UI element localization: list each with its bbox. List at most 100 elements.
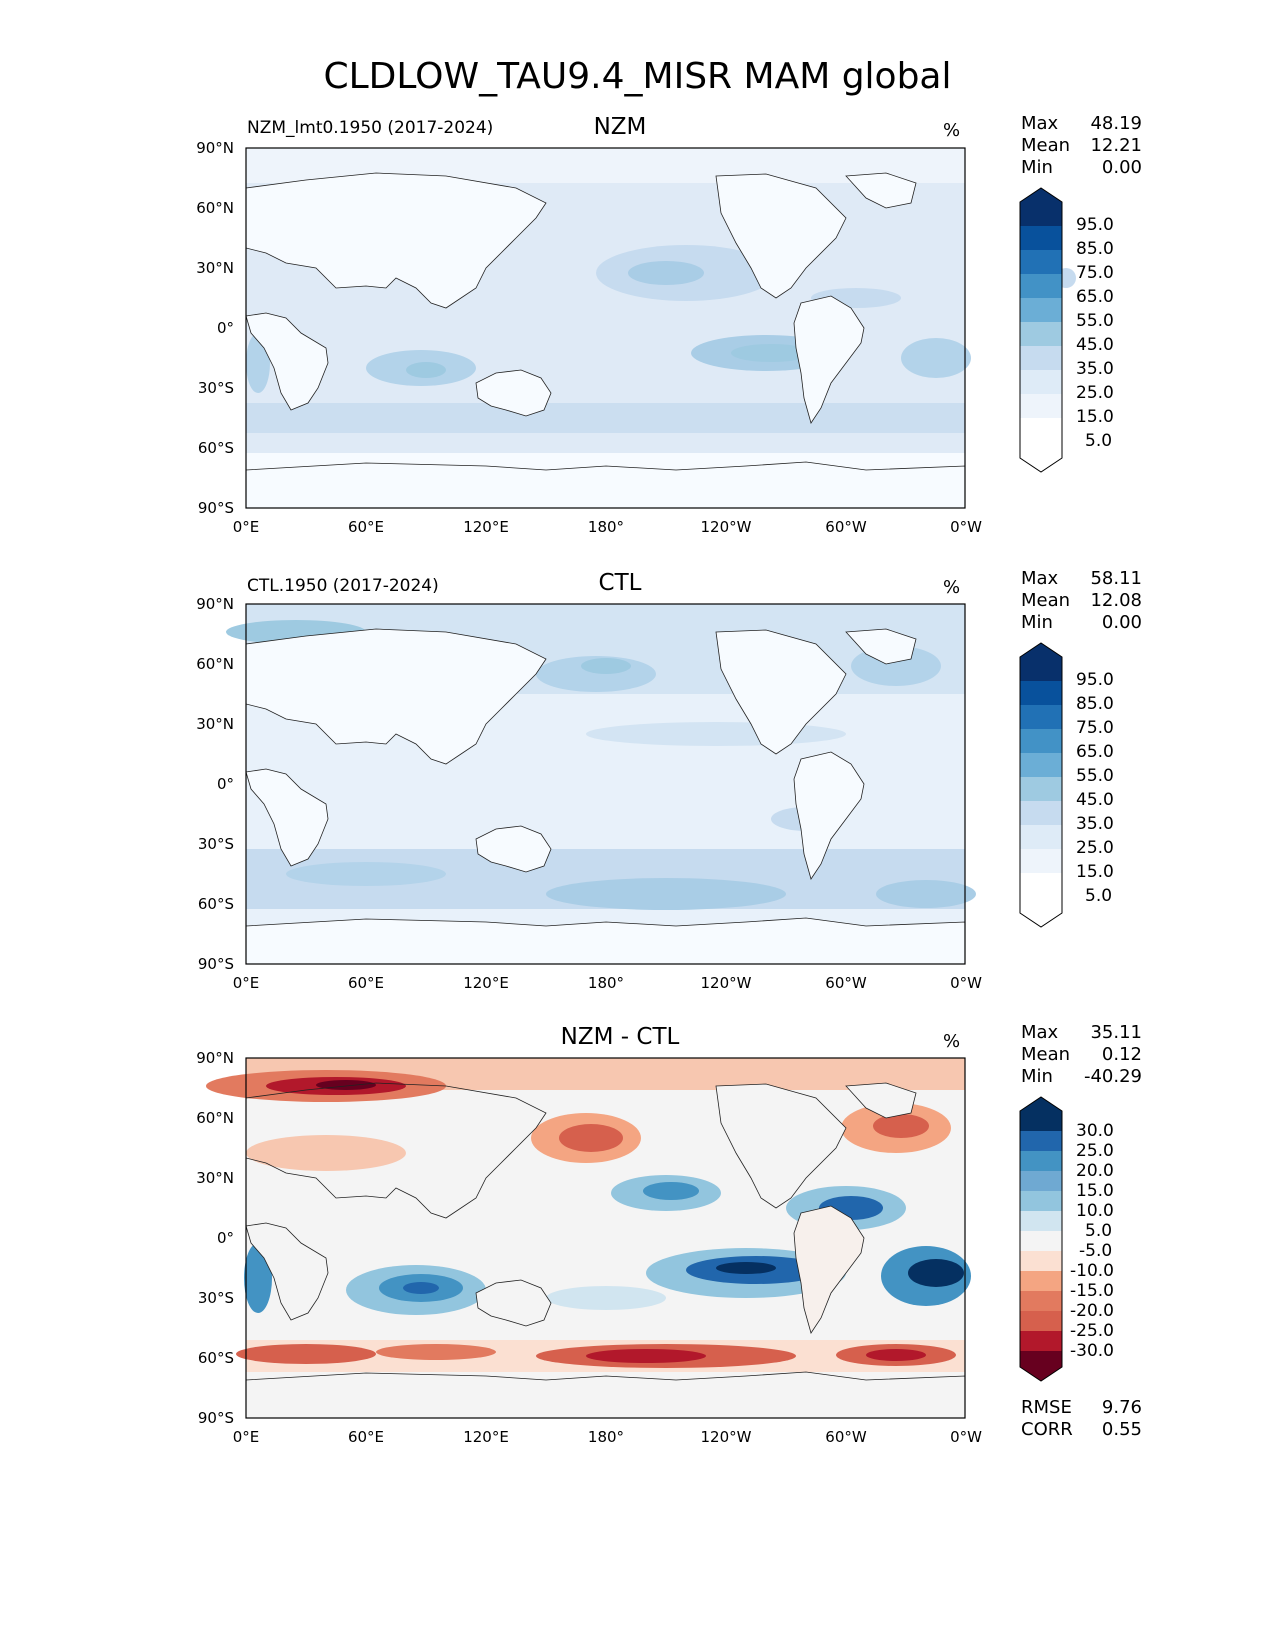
- lon-tick: 180°: [587, 974, 625, 992]
- lat-tick: 60°N: [196, 199, 234, 217]
- metric-corr-value: 0.55: [1101, 1419, 1142, 1440]
- stat-mean-label: Mean: [1021, 1044, 1071, 1065]
- lon-tick: 60°E: [347, 974, 385, 992]
- lat-tick: 30°S: [197, 1289, 234, 1307]
- stat-mean-value: 12.08: [1090, 590, 1142, 611]
- stat-max-value: 58.11: [1090, 568, 1142, 589]
- stat-min-value: 0.00: [1101, 157, 1142, 178]
- colorbar-label: 10.0: [1076, 1201, 1114, 1221]
- lon-tick: 0°W: [950, 518, 982, 536]
- units-label: %: [943, 120, 961, 141]
- map-nzm: [245, 147, 1076, 509]
- colorbar-label: 5.0: [1085, 886, 1113, 906]
- colorbar-label: 65.0: [1076, 287, 1114, 307]
- lat-tick: 30°N: [196, 259, 234, 277]
- panel-title: NZM - CTL: [560, 1024, 680, 1050]
- lat-tick: 60°N: [196, 655, 234, 673]
- colorbar-label: 25.0: [1076, 1141, 1114, 1161]
- lon-tick: 0°W: [950, 974, 982, 992]
- metric-corr-label: CORR: [1021, 1419, 1073, 1440]
- lat-tick: 90°S: [197, 1409, 234, 1427]
- panel-left-label: CTL.1950 (2017-2024): [247, 576, 439, 596]
- lat-tick: 60°S: [197, 895, 234, 913]
- colorbar-label: 15.0: [1076, 407, 1114, 427]
- lat-tick: 90°N: [196, 1049, 234, 1067]
- colorbar-label: 85.0: [1076, 694, 1114, 714]
- colorbar-label: 25.0: [1076, 838, 1114, 858]
- colorbar-label: 15.0: [1076, 1181, 1114, 1201]
- metric-rmse-label: RMSE: [1021, 1397, 1072, 1418]
- stat-min-label: Min: [1021, 1066, 1053, 1087]
- metric-rmse-value: 9.76: [1101, 1397, 1142, 1418]
- lon-tick: 120°E: [463, 1428, 509, 1446]
- colorbar-nzm: [1019, 187, 1063, 473]
- panel-title: CTL: [598, 570, 642, 596]
- colorbar-label: 35.0: [1076, 814, 1114, 834]
- colorbar-label: 45.0: [1076, 790, 1114, 810]
- stat-max-label: Max: [1021, 1022, 1059, 1043]
- lat-tick: 0°: [216, 1229, 234, 1247]
- colorbar-label: 30.0: [1076, 1121, 1114, 1141]
- colorbar-label: -5.0: [1079, 1241, 1113, 1261]
- stat-max-label: Max: [1021, 568, 1059, 589]
- units-label: %: [943, 577, 961, 598]
- lon-tick: 60°W: [825, 1428, 867, 1446]
- lat-tick: 30°S: [197, 835, 234, 853]
- colorbar-label: 95.0: [1076, 215, 1114, 235]
- colorbar-label: 85.0: [1076, 239, 1114, 259]
- lon-tick: 120°E: [463, 974, 509, 992]
- lon-tick: 60°W: [825, 974, 867, 992]
- lat-tick: 0°: [216, 775, 234, 793]
- colorbar-label: 20.0: [1076, 1161, 1114, 1181]
- stat-min-value: -40.29: [1083, 1066, 1142, 1087]
- colorbar-ctl: [1019, 642, 1063, 928]
- lon-tick: 60°E: [347, 1428, 385, 1446]
- lon-tick: 120°W: [700, 974, 752, 992]
- lat-tick: 90°S: [197, 955, 234, 973]
- colorbar-label: -30.0: [1070, 1341, 1114, 1361]
- colorbar-label: 95.0: [1076, 670, 1114, 690]
- colorbar-label: 65.0: [1076, 742, 1114, 762]
- lat-tick: 30°N: [196, 1169, 234, 1187]
- colorbar-label: 75.0: [1076, 718, 1114, 738]
- stat-max-value: 48.19: [1090, 113, 1142, 134]
- lon-tick: 0°E: [232, 974, 260, 992]
- colorbar-label: 55.0: [1076, 766, 1114, 786]
- lon-tick: 120°E: [463, 518, 509, 536]
- stat-mean-label: Mean: [1021, 590, 1071, 611]
- lat-tick: 90°S: [197, 499, 234, 517]
- colorbar-label: 25.0: [1076, 383, 1114, 403]
- stat-max-value: 35.11: [1090, 1022, 1142, 1043]
- stat-mean-value: 0.12: [1101, 1044, 1142, 1065]
- colorbar-label: 5.0: [1085, 1221, 1113, 1241]
- stat-min-value: 0.00: [1101, 612, 1142, 633]
- map-ctl: [226, 603, 976, 965]
- lat-tick: 90°N: [196, 595, 234, 613]
- stat-max-label: Max: [1021, 113, 1059, 134]
- lat-tick: 30°N: [196, 715, 234, 733]
- stat-mean-label: Mean: [1021, 135, 1071, 156]
- colorbar-diff: [1019, 1096, 1063, 1382]
- lon-tick: 60°E: [347, 518, 385, 536]
- units-label: %: [943, 1031, 961, 1052]
- colorbar-label: 15.0: [1076, 862, 1114, 882]
- lon-tick: 0°E: [232, 1428, 260, 1446]
- panel-left-label: NZM_lmt0.1950 (2017-2024): [247, 118, 494, 138]
- colorbar-label: -15.0: [1070, 1281, 1114, 1301]
- stat-min-label: Min: [1021, 157, 1053, 178]
- panel-title: NZM: [593, 114, 647, 140]
- stat-mean-value: 12.21: [1090, 135, 1142, 156]
- colorbar-label: -20.0: [1070, 1301, 1114, 1321]
- lat-tick: 60°S: [197, 1349, 234, 1367]
- lat-tick: 60°N: [196, 1109, 234, 1127]
- lat-tick: 0°: [216, 319, 234, 337]
- stat-min-label: Min: [1021, 612, 1053, 633]
- colorbar-label: 55.0: [1076, 311, 1114, 331]
- lon-tick: 180°: [587, 518, 625, 536]
- lat-tick: 90°N: [196, 139, 234, 157]
- colorbar-label: -25.0: [1070, 1321, 1114, 1341]
- lon-tick: 0°E: [232, 518, 260, 536]
- colorbar-label: 45.0: [1076, 335, 1114, 355]
- lon-tick: 120°W: [700, 518, 752, 536]
- lon-tick: 0°W: [950, 1428, 982, 1446]
